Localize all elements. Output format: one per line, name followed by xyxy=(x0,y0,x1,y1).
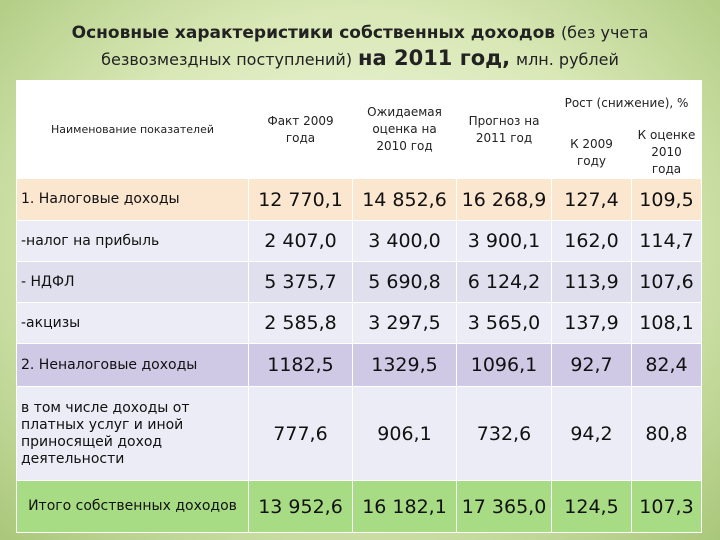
page-title: Основные характеристики собственных дохо… xyxy=(0,20,720,73)
row-label: - НДФЛ xyxy=(16,261,249,303)
cell-to-2009: 94,2 xyxy=(551,386,632,481)
table-row: - НДФЛ 5 375,7 5 690,8 6 124,2 113,9 107… xyxy=(16,261,702,303)
header-name: Наименование показателей xyxy=(16,80,249,179)
cell-to-2010: 107,6 xyxy=(631,261,702,303)
cell-fact: 2 585,8 xyxy=(248,302,353,344)
table-row: 2. Неналоговые доходы 1182,5 1329,5 1096… xyxy=(16,343,702,387)
table-row: в том числе доходы от платных услуг и ин… xyxy=(16,386,702,481)
cell-forecast: 17 365,0 xyxy=(456,480,552,533)
cell-expected: 14 852,6 xyxy=(352,178,457,221)
revenue-table: Наименование показателей Факт 2009 года … xyxy=(16,80,702,533)
table-row: -акцизы 2 585,8 3 297,5 3 565,0 137,9 10… xyxy=(16,302,702,344)
cell-to-2009: 124,5 xyxy=(551,480,632,533)
cell-forecast: 6 124,2 xyxy=(456,261,552,303)
row-label: Итого собственных доходов xyxy=(16,480,249,533)
cell-forecast: 3 900,1 xyxy=(456,220,552,262)
table-row-total: Итого собственных доходов 13 952,6 16 18… xyxy=(16,480,702,533)
cell-forecast: 732,6 xyxy=(456,386,552,481)
title-year: на 2011 год, xyxy=(357,46,511,70)
cell-fact: 5 375,7 xyxy=(248,261,353,303)
cell-to-2009: 162,0 xyxy=(551,220,632,262)
cell-expected: 3 297,5 xyxy=(352,302,457,344)
title-note-cont: безвозмездных поступлений) xyxy=(101,50,353,69)
cell-fact: 777,6 xyxy=(248,386,353,481)
cell-to-2010: 82,4 xyxy=(631,343,702,387)
row-label: 2. Неналоговые доходы xyxy=(16,343,249,387)
cell-expected: 1329,5 xyxy=(352,343,457,387)
cell-fact: 13 952,6 xyxy=(248,480,353,533)
title-note: (без учета xyxy=(560,23,649,42)
header-expected: Ожидаемая оценка на 2010 год xyxy=(352,80,457,179)
cell-expected: 16 182,1 xyxy=(352,480,457,533)
header-growth: Рост (снижение), % xyxy=(551,80,702,127)
cell-to-2009: 127,4 xyxy=(551,178,632,221)
row-label: в том числе доходы от платных услуг и ин… xyxy=(16,386,249,481)
row-label: 1. Налоговые доходы xyxy=(16,178,249,221)
cell-to-2009: 92,7 xyxy=(551,343,632,387)
cell-forecast: 16 268,9 xyxy=(456,178,552,221)
title-line-1: Основные характеристики собственных дохо… xyxy=(0,20,720,46)
cell-to-2010: 107,3 xyxy=(631,480,702,533)
cell-fact: 2 407,0 xyxy=(248,220,353,262)
cell-to-2010: 80,8 xyxy=(631,386,702,481)
cell-to-2009: 137,9 xyxy=(551,302,632,344)
cell-to-2010: 108,1 xyxy=(631,302,702,344)
title-line-2: безвозмездных поступлений) на 2011 год, … xyxy=(0,46,720,73)
cell-fact: 12 770,1 xyxy=(248,178,353,221)
cell-expected: 5 690,8 xyxy=(352,261,457,303)
header-to-2009: К 2009 году xyxy=(551,126,632,179)
table-row: 1. Налоговые доходы 12 770,1 14 852,6 16… xyxy=(16,178,702,221)
cell-to-2010: 109,5 xyxy=(631,178,702,221)
cell-forecast: 3 565,0 xyxy=(456,302,552,344)
header-to-2010: К оценке 2010 года xyxy=(631,126,702,179)
title-unit: млн. рублей xyxy=(516,50,619,69)
header-forecast: Прогноз на 2011 год xyxy=(456,80,552,179)
cell-fact: 1182,5 xyxy=(248,343,353,387)
cell-expected: 3 400,0 xyxy=(352,220,457,262)
cell-forecast: 1096,1 xyxy=(456,343,552,387)
cell-expected: 906,1 xyxy=(352,386,457,481)
cell-to-2010: 114,7 xyxy=(631,220,702,262)
row-label: -налог на прибыль xyxy=(16,220,249,262)
row-label: -акцизы xyxy=(16,302,249,344)
cell-to-2009: 113,9 xyxy=(551,261,632,303)
header-fact: Факт 2009 года xyxy=(248,80,353,179)
table-row: -налог на прибыль 2 407,0 3 400,0 3 900,… xyxy=(16,220,702,262)
title-main: Основные характеристики собственных дохо… xyxy=(71,23,556,43)
